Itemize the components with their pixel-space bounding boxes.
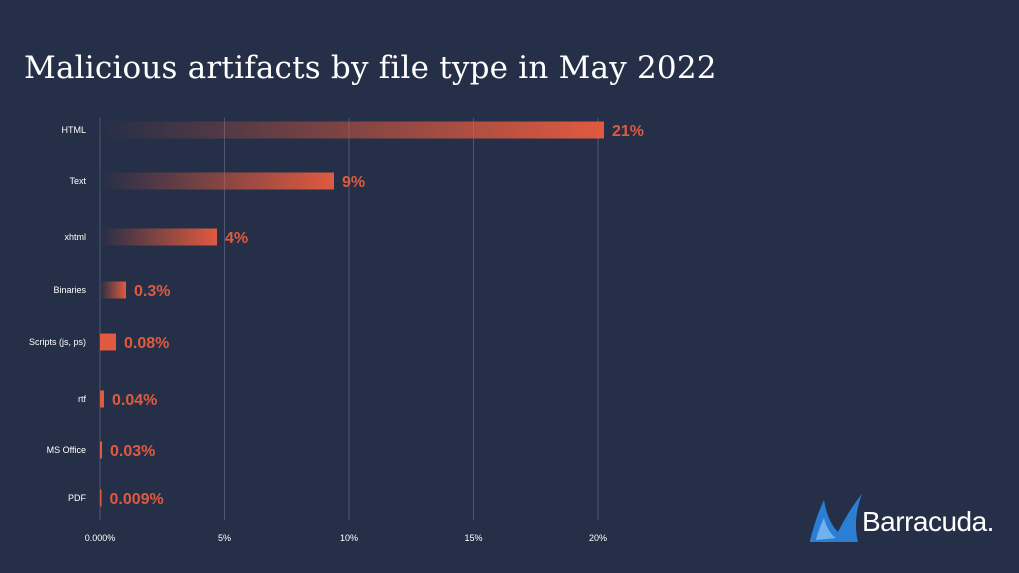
data-label: 0.03% — [110, 443, 155, 460]
chart-title: Malicious artifacts by file type in May … — [24, 50, 717, 86]
data-label: 0.009% — [110, 491, 164, 508]
bar — [100, 172, 334, 190]
data-label: 4% — [225, 230, 248, 247]
x-tick-label: 15% — [464, 533, 482, 543]
barracuda-fin-icon — [810, 494, 862, 542]
category-label: Binaries — [53, 285, 86, 295]
category-label: Text — [69, 176, 86, 186]
category-label: xhtml — [64, 232, 86, 242]
data-label: 9% — [342, 174, 365, 191]
bar — [100, 489, 102, 507]
category-label: MS Office — [47, 445, 86, 455]
data-label: 0.04% — [112, 392, 157, 409]
bar — [100, 333, 116, 351]
x-tick-label: 0.000% — [85, 533, 116, 543]
data-label: 21% — [612, 123, 644, 140]
category-label: rtf — [78, 394, 86, 404]
category-label: PDF — [68, 493, 87, 503]
x-tick-label: 10% — [340, 533, 358, 543]
data-label: 0.08% — [124, 335, 169, 352]
bar — [100, 228, 217, 246]
category-label: HTML — [62, 125, 87, 135]
category-label: Scripts (js, ps) — [29, 337, 86, 347]
bar — [100, 441, 102, 459]
bar — [100, 121, 604, 139]
bar — [100, 281, 126, 299]
x-tick-label: 5% — [218, 533, 231, 543]
x-tick-label: 20% — [589, 533, 607, 543]
data-label: 0.3% — [134, 283, 170, 300]
barracuda-logo: Barracuda. — [800, 486, 1015, 546]
bar — [100, 390, 104, 408]
logo-text: Barracuda. — [862, 506, 994, 537]
